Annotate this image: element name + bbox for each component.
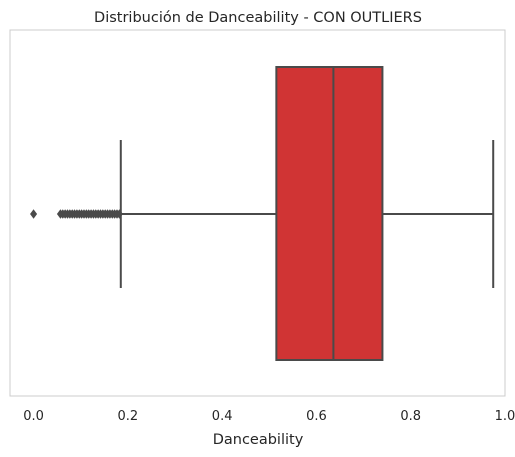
x-tick-label: 0.8 <box>400 409 421 424</box>
plot-area <box>30 66 495 361</box>
x-axis-ticks: 0.0 0.2 0.4 0.6 0.8 1.0 <box>23 409 515 424</box>
iqr-box <box>275 66 384 361</box>
x-tick-label: 0.2 <box>118 409 139 424</box>
x-tick-label: 0.4 <box>212 409 233 424</box>
chart-title: Distribución de Danceability - CON OUTLI… <box>94 10 422 26</box>
outlier-point <box>30 209 38 219</box>
x-tick-label: 1.0 <box>495 409 515 424</box>
outlier-point <box>115 209 123 219</box>
x-tick-label: 0.6 <box>306 409 327 424</box>
axes-frame <box>9 29 506 397</box>
x-axis-label: Danceability <box>213 432 304 448</box>
x-tick-label: 0.0 <box>23 409 44 424</box>
